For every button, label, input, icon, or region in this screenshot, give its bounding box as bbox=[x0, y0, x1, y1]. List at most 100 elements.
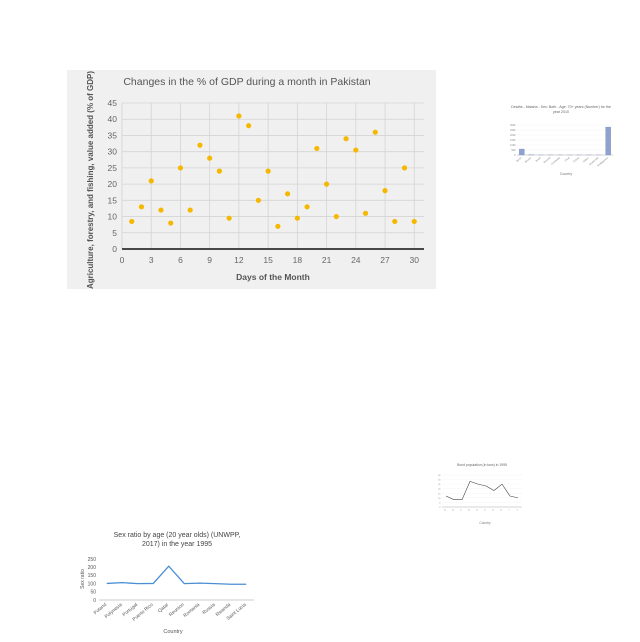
bar bbox=[519, 149, 524, 155]
data-point bbox=[343, 136, 348, 141]
bar-category-label: Chad bbox=[564, 156, 571, 162]
bar-category-label: Cambodia bbox=[551, 156, 562, 166]
line-category-label: A bbox=[444, 508, 447, 512]
data-point bbox=[285, 191, 290, 196]
x-tick-label: 6 bbox=[178, 255, 183, 265]
line-y-tick-label: 10 bbox=[438, 498, 441, 500]
chart-title: Changes in the % of GDP during a month i… bbox=[123, 76, 370, 88]
line-y-tick-label: 25 bbox=[438, 484, 441, 486]
malaria-bar-chart: Deaths - Malaria - Sex: Both - Age: 70+ … bbox=[503, 103, 617, 178]
x-tick-label: 18 bbox=[293, 255, 303, 265]
y-tick-label: 0 bbox=[112, 244, 117, 254]
line-y-tick-label: 5 bbox=[439, 502, 441, 504]
bar-chart-title: Deaths - Malaria - Sex: Both - Age: 70+ … bbox=[509, 105, 613, 114]
x-tick-label: 30 bbox=[410, 255, 420, 265]
x-tick-label: 12 bbox=[234, 255, 244, 265]
data-point bbox=[275, 224, 280, 229]
sex-ratio-category-label: Qatar bbox=[157, 602, 170, 615]
data-point bbox=[246, 123, 251, 128]
data-point bbox=[227, 216, 232, 221]
line-category-label: D bbox=[468, 509, 471, 512]
y-tick-label: 35 bbox=[108, 130, 118, 140]
line-category-label: E bbox=[476, 509, 479, 512]
bar-y-tick-label: 3000 bbox=[510, 124, 516, 127]
bar-category-label: Bhutan bbox=[524, 156, 532, 164]
bar-y-tick-label: 1000 bbox=[510, 144, 516, 147]
data-point bbox=[382, 188, 387, 193]
bar-y-tick-label: 500 bbox=[512, 149, 517, 152]
sex-ratio-y-tick-label: 200 bbox=[88, 565, 97, 571]
data-point bbox=[324, 182, 329, 187]
sex-ratio-line bbox=[107, 566, 247, 584]
sex-ratio-panel: Sex ratio by age (20 year olds) (UNWPP, … bbox=[72, 529, 262, 637]
gdp-scatter-chart: Changes in the % of GDP during a month i… bbox=[67, 70, 436, 289]
line-y-tick-label: 35 bbox=[438, 475, 441, 477]
data-point bbox=[236, 113, 241, 118]
x-tick-label: 15 bbox=[263, 255, 273, 265]
line-category-label: B bbox=[452, 509, 455, 512]
bar-y-tick-label: 0 bbox=[514, 154, 516, 157]
line-category-label: F bbox=[484, 509, 487, 512]
x-tick-label: 0 bbox=[120, 255, 125, 265]
data-point bbox=[197, 143, 202, 148]
line-y-tick-label: 0 bbox=[439, 507, 441, 509]
sex-ratio-y-axis-label: Sex ratio bbox=[80, 569, 86, 589]
y-tick-label: 30 bbox=[108, 147, 118, 157]
data-point bbox=[129, 219, 134, 224]
line-category-label: G bbox=[492, 509, 495, 512]
bar-category-label: Benin bbox=[516, 156, 523, 163]
line-x-axis-label: Country bbox=[479, 521, 491, 525]
line-y-tick-label: 15 bbox=[438, 493, 441, 495]
y-tick-label: 15 bbox=[108, 195, 118, 205]
data-point bbox=[217, 169, 222, 174]
line-category-label: J bbox=[517, 509, 519, 511]
data-point bbox=[266, 169, 271, 174]
sex-ratio-y-tick-label: 150 bbox=[88, 573, 97, 579]
data-point bbox=[304, 204, 309, 209]
sex-ratio-y-tick-label: 100 bbox=[88, 581, 97, 587]
data-point bbox=[256, 198, 261, 203]
bar-x-axis-label: Country bbox=[560, 172, 573, 176]
data-point bbox=[373, 130, 378, 135]
line-category-label: C bbox=[460, 509, 463, 512]
gdp-scatter-panel: Changes in the % of GDP during a month i… bbox=[67, 70, 436, 289]
data-point bbox=[402, 165, 407, 170]
line-chart-title: Bond population (in tons) in 1995 bbox=[440, 463, 524, 467]
data-point bbox=[334, 214, 339, 219]
data-point bbox=[139, 204, 144, 209]
data-point bbox=[178, 165, 183, 170]
y-tick-label: 5 bbox=[112, 228, 117, 238]
bond-line-chart: Bond population (in tons) in 1995 Countr… bbox=[432, 461, 528, 527]
data-point bbox=[392, 219, 397, 224]
y-tick-label: 20 bbox=[108, 179, 118, 189]
data-point bbox=[168, 220, 173, 225]
data-point bbox=[188, 207, 193, 212]
sex-ratio-category-label: Romania bbox=[182, 602, 201, 619]
x-axis-label: Days of the Month bbox=[236, 272, 310, 282]
data-point bbox=[207, 156, 212, 161]
sex-ratio-category-label: Polynesia bbox=[104, 602, 124, 620]
sex-ratio-title: Sex ratio by age (20 year olds) (UNWPP, … bbox=[92, 531, 262, 550]
x-tick-label: 24 bbox=[351, 255, 361, 265]
y-axis-label: Agriculture, forestry, and fishing, valu… bbox=[86, 71, 95, 289]
sex-ratio-y-tick-label: 0 bbox=[93, 598, 96, 604]
data-point bbox=[353, 147, 358, 152]
y-tick-label: 10 bbox=[108, 212, 118, 222]
data-point bbox=[295, 216, 300, 221]
bar bbox=[606, 127, 611, 155]
malaria-bar-panel: Deaths - Malaria - Sex: Both - Age: 70+ … bbox=[503, 103, 617, 178]
bar-y-tick-label: 1500 bbox=[510, 139, 516, 142]
line-y-tick-label: 20 bbox=[438, 489, 441, 491]
line-y-tick-label: 30 bbox=[438, 480, 441, 482]
y-tick-label: 45 bbox=[108, 98, 118, 108]
data-point bbox=[314, 146, 319, 151]
data-point bbox=[149, 178, 154, 183]
x-tick-label: 9 bbox=[207, 255, 212, 265]
y-tick-label: 40 bbox=[108, 114, 118, 124]
sex-ratio-x-axis-label: Country bbox=[163, 629, 183, 635]
data-point bbox=[363, 211, 368, 216]
sex-ratio-line-chart: Sex ratio by age (20 year olds) (UNWPP, … bbox=[72, 529, 262, 637]
bar-category-label: Madagascar bbox=[597, 156, 609, 167]
bar-category-label: Eritrea bbox=[573, 156, 581, 163]
line-category-label: H bbox=[500, 509, 503, 512]
